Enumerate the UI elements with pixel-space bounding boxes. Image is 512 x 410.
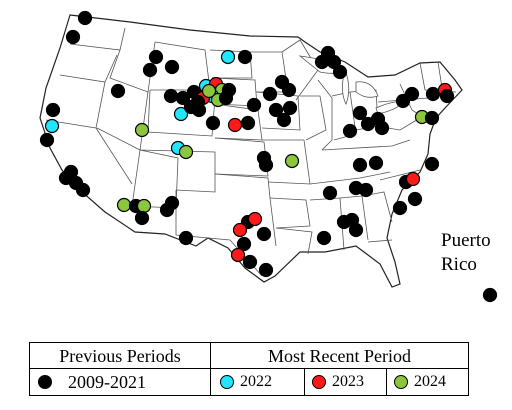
- puerto-rico-label: Puerto Rico: [441, 230, 491, 275]
- map-point-previous: [237, 49, 253, 65]
- map-point-y2022: [44, 118, 60, 134]
- map-point-y2024: [284, 153, 300, 169]
- map-point-y2024: [201, 83, 217, 99]
- legend-divider-1: [304, 369, 305, 395]
- map-point-previous: [368, 155, 384, 171]
- map-point-previous: [352, 105, 368, 121]
- map-point-previous: [218, 90, 234, 106]
- map-point-previous: [134, 210, 150, 226]
- map-point-previous: [358, 182, 374, 198]
- legend: Previous Periods Most Recent Period 2009…: [29, 342, 469, 396]
- map-point-previous: [482, 287, 498, 303]
- map-point-previous: [258, 262, 274, 278]
- map-point-y2023: [405, 171, 421, 187]
- legend-label-2024: 2024: [414, 373, 446, 390]
- map-point-previous: [242, 254, 258, 270]
- legend-divider-2: [386, 369, 387, 395]
- map-point-previous: [262, 86, 278, 102]
- map-point-previous: [374, 120, 390, 136]
- map-point-y2023: [247, 211, 263, 227]
- map-point-previous: [45, 102, 61, 118]
- legend-item-2024: 2024: [394, 369, 446, 395]
- map-point-previous: [65, 29, 81, 45]
- map-point-previous: [164, 59, 180, 75]
- map-point-y2023: [227, 117, 243, 133]
- map-point-previous: [322, 185, 338, 201]
- map-point-previous: [163, 88, 179, 104]
- map-point-y2024: [134, 122, 150, 138]
- map-point-previous: [404, 86, 420, 102]
- map-point-previous: [258, 157, 274, 173]
- us-map: [39, 10, 498, 303]
- map-point-previous: [110, 83, 126, 99]
- legend-recent-header: Most Recent Period: [211, 343, 468, 369]
- map-point-y2023: [232, 222, 248, 238]
- map-point-previous: [236, 236, 252, 252]
- legend-swatch-2023: [312, 375, 326, 389]
- legend-previous-header: Previous Periods: [30, 343, 211, 369]
- map-point-y2023: [230, 247, 246, 263]
- map-point-y2024: [178, 144, 194, 160]
- map-point-previous: [268, 102, 284, 118]
- map-point-previous: [424, 156, 440, 172]
- map-point-previous: [164, 195, 180, 211]
- map-point-previous: [392, 200, 408, 216]
- legend-label-2022: 2022: [240, 373, 272, 390]
- map-point-previous: [183, 99, 199, 115]
- map-point-y2022: [220, 49, 236, 65]
- map-point-previous: [316, 230, 332, 246]
- legend-swatch-previous: [38, 375, 52, 389]
- map-point-previous: [142, 62, 158, 78]
- map-point-previous: [348, 222, 364, 238]
- map-point-previous: [178, 230, 194, 246]
- legend-label-2023: 2023: [332, 373, 364, 390]
- map-point-previous: [77, 10, 93, 26]
- map-point-previous: [276, 112, 292, 128]
- map-point-previous: [342, 123, 358, 139]
- legend-item-2022: 2022: [220, 369, 272, 395]
- map-point-previous: [246, 97, 262, 113]
- legend-item-2023: 2023: [312, 369, 364, 395]
- map-point-previous: [320, 45, 336, 61]
- legend-item-previous: 2009-2021: [38, 369, 146, 395]
- map-point-previous: [281, 82, 297, 98]
- map-point-previous: [240, 115, 256, 131]
- map-point-previous: [75, 182, 91, 198]
- map-point-y2024: [136, 198, 152, 214]
- data-points: [39, 10, 498, 303]
- legend-label-previous: 2009-2021: [68, 372, 146, 392]
- map-point-previous: [352, 157, 368, 173]
- map-point-previous: [256, 226, 272, 242]
- map-point-previous: [332, 64, 348, 80]
- map-point-y2024: [116, 197, 132, 213]
- map-point-previous: [407, 191, 423, 207]
- map-point-previous: [424, 110, 440, 126]
- map-point-previous: [39, 132, 55, 148]
- legend-swatch-2022: [220, 375, 234, 389]
- legend-swatch-2024: [394, 375, 408, 389]
- map-point-previous: [439, 88, 455, 104]
- legend-previous-cell: 2009-2021: [30, 369, 211, 395]
- map-point-previous: [282, 100, 298, 116]
- map-point-y2022: [173, 106, 189, 122]
- map-point-previous: [205, 115, 221, 131]
- map-point-previous: [425, 86, 441, 102]
- map-point-previous: [148, 49, 164, 65]
